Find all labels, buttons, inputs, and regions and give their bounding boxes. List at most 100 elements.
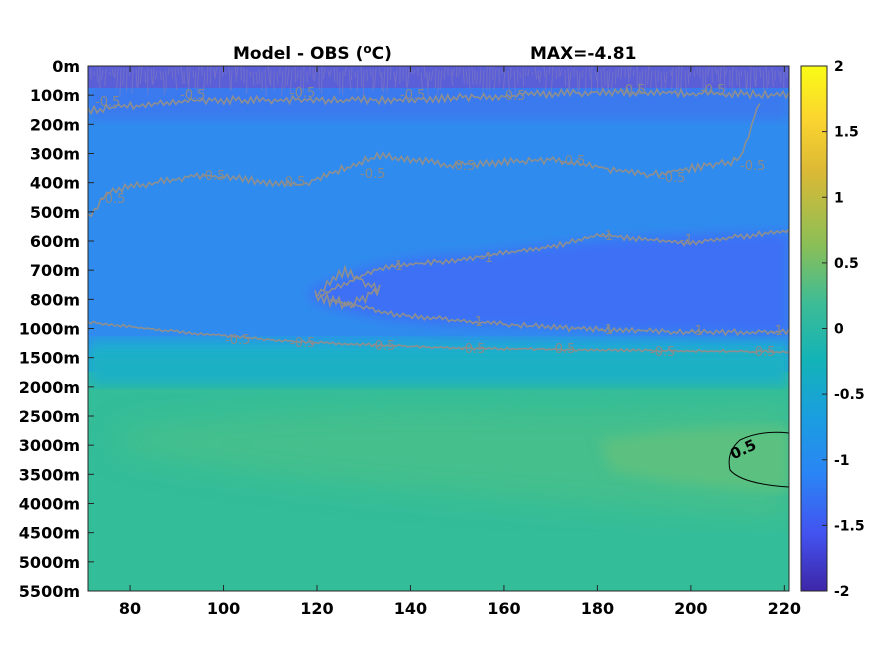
surface-noise-stroke bbox=[137, 66, 140, 89]
surface-noise-stroke bbox=[660, 71, 663, 91]
surface-noise-stroke bbox=[382, 68, 386, 94]
y-tick-label: 4500m bbox=[19, 524, 80, 543]
x-tick-label: 100 bbox=[207, 599, 240, 618]
surface-noise-stroke bbox=[186, 66, 189, 85]
x-tick-label: 160 bbox=[487, 599, 520, 618]
contour-label: -1 bbox=[680, 233, 693, 248]
surface-noise-stroke bbox=[344, 67, 347, 76]
contour-label: -0.5 bbox=[400, 88, 425, 103]
surface-noise-stroke bbox=[607, 69, 611, 90]
y-tick-label: 500m bbox=[30, 203, 80, 222]
surface-noise-stroke bbox=[434, 68, 437, 88]
surface-noise-stroke bbox=[679, 66, 683, 92]
contour-label: -0.5 bbox=[290, 86, 315, 101]
y-tick-label: 2500m bbox=[19, 407, 80, 426]
surface-noise-stroke bbox=[670, 67, 674, 96]
surface-noise-stroke bbox=[234, 66, 238, 82]
chart-max-label: MAX=-4.81 bbox=[530, 44, 636, 64]
contour-line bbox=[88, 103, 761, 218]
surface-noise-stroke bbox=[723, 66, 726, 96]
contour-line bbox=[88, 320, 789, 354]
surface-noise-stroke bbox=[669, 69, 673, 77]
surface-noise-stroke bbox=[111, 68, 115, 77]
surface-noise-stroke bbox=[777, 70, 781, 77]
contour-label: -0.5 bbox=[650, 345, 675, 360]
surface-noise-stroke bbox=[356, 70, 359, 92]
title-text: Model - OBS ( bbox=[233, 44, 363, 64]
surface-noise-stroke bbox=[443, 66, 446, 80]
surface-noise-stroke bbox=[759, 67, 762, 78]
surface-noise-stroke bbox=[647, 66, 650, 85]
surface-noise-stroke bbox=[516, 68, 519, 84]
surface-noise-stroke bbox=[513, 70, 516, 94]
surface-noise-stroke bbox=[378, 68, 382, 78]
contour-label: -0.5 bbox=[560, 154, 585, 169]
surface-noise-stroke bbox=[386, 68, 389, 94]
surface-noise-stroke bbox=[663, 71, 666, 83]
surface-noise-stroke bbox=[550, 66, 554, 97]
colorbar-tick-label: 0 bbox=[834, 322, 844, 338]
surface-noise-stroke bbox=[171, 68, 174, 79]
surface-noise-stroke bbox=[159, 70, 162, 81]
surface-noise-stroke bbox=[150, 68, 153, 85]
surface-noise-stroke bbox=[286, 67, 290, 86]
surface-noise-stroke bbox=[369, 68, 372, 77]
contour-label: -1 bbox=[770, 324, 783, 339]
surface-noise-stroke bbox=[437, 69, 440, 95]
surface-noise-stroke bbox=[209, 66, 212, 85]
surface-noise-stroke bbox=[450, 69, 454, 86]
surface-noise-stroke bbox=[294, 67, 297, 83]
surface-noise-stroke bbox=[122, 67, 125, 87]
plot-field: 0.5 -0.5 -0.5 -0.5 -0.5 -0.5 -0.5 -0.5-1-1-1 -1… bbox=[88, 66, 789, 591]
contour-label: -1 bbox=[600, 323, 613, 338]
surface-noise-stroke bbox=[578, 71, 581, 96]
contour-label: -0.5 bbox=[180, 88, 205, 103]
surface-noise-stroke bbox=[704, 68, 707, 91]
surface-noise-stroke bbox=[771, 67, 774, 87]
y-tick-label: 5000m bbox=[19, 553, 80, 572]
surface-noise-stroke bbox=[471, 67, 474, 85]
surface-noise-stroke bbox=[731, 66, 734, 95]
surface-noise-stroke bbox=[144, 70, 147, 84]
surface-noise-stroke bbox=[389, 66, 392, 80]
chart-title: Model - OBS (oC) bbox=[233, 42, 392, 64]
surface-noise-stroke bbox=[412, 69, 416, 75]
surface-noise-stroke bbox=[740, 70, 743, 77]
surface-noise-stroke bbox=[119, 68, 122, 96]
surface-noise-stroke bbox=[617, 68, 620, 78]
surface-noise-stroke bbox=[610, 71, 614, 92]
y-tick-label: 2000m bbox=[19, 378, 80, 397]
y-tick-label: 700m bbox=[30, 261, 80, 280]
x-tick-label: 120 bbox=[300, 599, 333, 618]
surface-noise-stroke bbox=[724, 68, 728, 76]
surface-noise-stroke bbox=[162, 71, 165, 96]
surface-noise-stroke bbox=[684, 70, 687, 93]
colorbar-tick-label: 2 bbox=[834, 59, 844, 75]
surface-noise-stroke bbox=[507, 70, 511, 96]
contour-label: -0.5 bbox=[620, 83, 645, 98]
surface-noise-stroke bbox=[738, 70, 741, 91]
surface-noise-stroke bbox=[152, 68, 155, 84]
y-axis: 0m 100m 200m 300m 400m 500m 600m 700m 800m 1000m 1… bbox=[19, 57, 94, 601]
contour-label: -0.5 bbox=[290, 336, 315, 351]
surface-noise-stroke bbox=[230, 69, 233, 90]
surface-noise-stroke bbox=[116, 67, 119, 89]
surface-noise-stroke bbox=[629, 66, 632, 78]
colorbar-tick-label: -2 bbox=[834, 584, 850, 600]
surface-noise-stroke bbox=[606, 70, 609, 91]
contour-label: -0.5 bbox=[100, 192, 125, 207]
surface-noise-stroke bbox=[650, 69, 653, 89]
surface-noise-stroke bbox=[139, 66, 143, 84]
surface-noise-stroke bbox=[423, 66, 426, 78]
y-tick-label: 1500m bbox=[19, 349, 80, 368]
surface-noise-stroke bbox=[348, 69, 352, 90]
surface-noise-stroke bbox=[333, 67, 336, 82]
surface-noise-stroke bbox=[302, 67, 305, 93]
surface-noise-stroke bbox=[430, 69, 434, 81]
surface-noise-stroke bbox=[482, 70, 485, 92]
x-tick-label: 220 bbox=[768, 599, 801, 618]
surface-noise-stroke bbox=[559, 68, 563, 77]
contour-line bbox=[319, 228, 789, 297]
surface-noise-stroke bbox=[735, 68, 738, 86]
surface-noise-stroke bbox=[714, 67, 718, 75]
